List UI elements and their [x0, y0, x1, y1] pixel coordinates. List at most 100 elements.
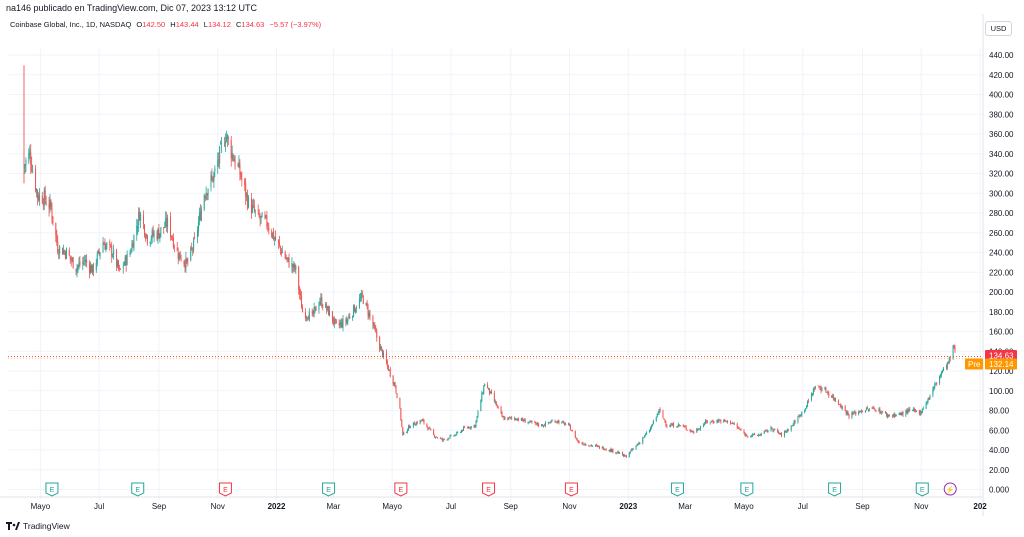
candle-body: [838, 404, 840, 406]
candle-body: [744, 432, 746, 436]
candle-body: [702, 424, 704, 427]
candle-body: [239, 164, 241, 175]
candle-body: [488, 387, 490, 389]
candle-body: [658, 409, 660, 413]
candle-body: [95, 262, 97, 271]
earnings-event-icon[interactable]: E: [218, 482, 232, 497]
candle-body: [345, 319, 347, 323]
currency-button[interactable]: USD: [985, 21, 1012, 36]
candle-body: [496, 405, 498, 407]
candle-body: [463, 427, 465, 428]
candle-body: [98, 250, 100, 253]
candle-body: [934, 384, 936, 387]
candle-body: [205, 192, 207, 199]
earnings-event-icon[interactable]: E: [482, 482, 496, 497]
y-tick-label: 320.00: [989, 170, 1014, 179]
candle-body: [871, 407, 873, 409]
x-tick-label: Mar: [678, 502, 692, 511]
event-letter: ⚡: [946, 485, 955, 494]
y-tick-label: 360.00: [989, 130, 1014, 139]
candle-body: [731, 422, 733, 424]
earnings-event-icon[interactable]: E: [828, 482, 842, 497]
candle-body: [765, 429, 767, 431]
candle-body: [635, 445, 637, 449]
candle-body: [827, 391, 829, 393]
candle-body: [899, 412, 901, 415]
candle-body: [902, 412, 904, 416]
candle-body: [435, 437, 437, 438]
candle-body: [697, 428, 699, 430]
earnings-event-icon[interactable]: E: [394, 482, 408, 497]
candle-body: [335, 319, 337, 323]
candle-body: [860, 411, 862, 413]
x-tick-label: Nov: [914, 502, 928, 511]
earnings-event-icon[interactable]: E: [740, 482, 754, 497]
candle-body: [152, 230, 154, 236]
candle-body: [477, 411, 479, 417]
candle-body: [576, 438, 578, 441]
candle-body: [530, 421, 532, 422]
candle-body: [925, 403, 927, 409]
candle-body: [461, 430, 463, 433]
candle-body: [709, 422, 711, 424]
candle-body: [210, 174, 212, 188]
candle-body: [710, 420, 712, 422]
candle-body: [862, 410, 864, 413]
candle-body: [298, 266, 300, 290]
candle-body: [945, 366, 947, 368]
candle-body: [497, 406, 499, 408]
candle-body: [244, 179, 246, 185]
candle-body: [392, 375, 394, 384]
candle-body: [804, 409, 806, 412]
candle-body: [191, 247, 193, 249]
candle-body: [426, 423, 428, 427]
candle-body: [507, 417, 509, 420]
candle-body: [736, 424, 738, 428]
candle-body: [423, 419, 425, 424]
earnings-event-icon[interactable]: E: [564, 482, 578, 497]
candle-body: [578, 441, 580, 443]
candle-body: [97, 250, 99, 254]
candle-body: [273, 230, 275, 240]
pre-market-label: 132.14: [989, 360, 1014, 369]
candle-body: [921, 409, 923, 414]
candle-body: [265, 215, 267, 217]
candle-body: [192, 249, 194, 251]
y-tick-label: 420.00: [989, 71, 1014, 80]
earnings-event-icon[interactable]: E: [322, 482, 336, 497]
candle-body: [881, 412, 883, 414]
candle-body: [248, 197, 250, 208]
symbol-legend: Coinbase Global, Inc., 1D, NASDAQ O142.5…: [10, 20, 321, 29]
candle-body: [907, 409, 909, 414]
candle-body: [457, 432, 459, 434]
candle-body: [783, 431, 785, 437]
candle-body: [82, 261, 84, 265]
candle-body: [89, 263, 91, 273]
candle-body: [677, 424, 679, 427]
tradingview-brand[interactable]: TradingView: [6, 521, 70, 531]
candle-body: [517, 419, 519, 421]
candle-body: [508, 417, 510, 420]
earnings-event-icon[interactable]: E: [670, 482, 684, 497]
candle-body: [563, 421, 565, 423]
close-value: 134.63: [241, 20, 265, 29]
candle-body: [130, 252, 132, 253]
candle-body: [577, 441, 579, 442]
earnings-event-icon[interactable]: E: [131, 482, 145, 497]
earnings-event-icon[interactable]: E: [915, 482, 929, 497]
candle-body: [328, 306, 330, 316]
candle-body: [569, 423, 571, 426]
candle-body: [819, 387, 821, 389]
candle-body: [616, 452, 618, 454]
earnings-event-icon[interactable]: E: [45, 482, 59, 497]
event-letter: E: [920, 487, 925, 494]
symbol-name[interactable]: Coinbase Global, Inc., 1D, NASDAQ: [10, 20, 132, 29]
candle-body: [268, 227, 270, 231]
candle-body: [90, 265, 92, 274]
split-event-icon[interactable]: ⚡: [943, 482, 957, 496]
candle-body: [138, 211, 140, 225]
candle-body: [131, 243, 133, 252]
candle-body: [358, 299, 360, 308]
candle-body: [551, 420, 553, 422]
